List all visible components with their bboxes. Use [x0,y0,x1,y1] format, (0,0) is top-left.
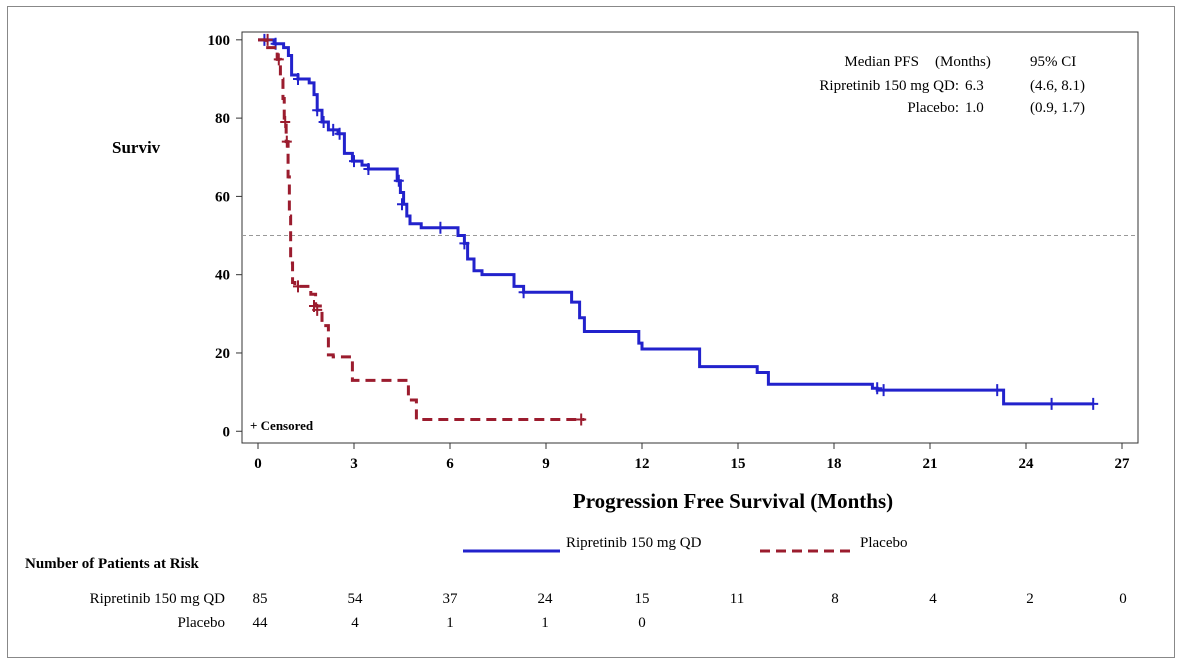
x-tick-label: 3 [350,456,358,472]
legend-label-placebo: Placebo [860,535,907,551]
x-tick-label: 9 [542,456,550,472]
censor-mark-ripretinib [393,174,404,187]
risk-cell: 11 [729,591,745,607]
risk-cell: 1 [541,615,549,631]
stats-row-ci: (0.9, 1.7) [1030,100,1085,116]
risk-cell: 1 [446,615,454,631]
risk-cell: 0 [638,615,646,631]
risk-row-label: Ripretinib 150 mg QD [89,591,225,607]
x-tick-label: 6 [446,456,454,472]
legend-label-ripretinib: Ripretinib 150 mg QD [566,535,702,551]
stats-header-label: Median PFS [844,54,919,70]
censor-mark-ripretinib [293,72,303,85]
x-tick-label: 0 [254,456,262,472]
risk-cell: 2 [1026,591,1034,607]
x-tick-label: 12 [635,456,650,472]
x-tick-label: 21 [923,456,938,472]
risk-cell: 4 [929,591,937,607]
y-tick-label: 40 [215,268,230,284]
x-tick-label: 24 [1019,456,1035,472]
censor-mark-ripretinib [992,384,1003,397]
risk-cell: 44 [252,615,268,631]
risk-cell: 4 [351,615,359,631]
censor-mark-placebo [312,303,323,316]
km-curve-ripretinib [258,38,1094,406]
censor-mark-ripretinib [363,163,374,175]
y-tick-label: 0 [223,424,231,440]
censor-mark-placebo [576,413,587,426]
x-axis-label: Progression Free Survival (Months) [573,489,893,513]
risk-cell: 8 [831,591,839,607]
plot-area [241,31,1139,444]
censor-mark-ripretinib [435,221,446,234]
censor-mark-ripretinib [878,384,889,397]
censor-mark-placebo [293,280,303,293]
risk-cell: 15 [634,591,650,607]
censor-mark-ripretinib [318,116,329,129]
y-tick-label: 20 [215,346,230,362]
risk-cell: 37 [442,591,458,607]
censor-mark-ripretinib [397,198,407,211]
censor-mark-placebo [262,33,273,46]
stats-row-median: 6.3 [965,78,984,94]
risk-row-label: Placebo [177,615,225,631]
y-axis-label: Surviv [112,138,161,157]
figure-frame [7,6,1175,658]
risk-cell: 85 [252,591,268,607]
censor-mark-placebo [273,53,284,66]
censor-mark-ripretinib [518,286,529,299]
censored-legend: + Censored [250,418,314,433]
censor-mark-ripretinib [459,237,470,250]
km-curve-placebo [258,38,585,422]
censor-mark-ripretinib [1088,397,1099,410]
censor-mark-ripretinib [312,104,323,117]
censor-mark-ripretinib [1046,397,1057,410]
stats-row-ci: (4.6, 8.1) [1030,78,1085,94]
risk-cell: 0 [1119,591,1127,607]
y-tick-label: 60 [215,189,230,205]
risk-table-title: Number of Patients at Risk [25,556,199,572]
censor-mark-ripretinib [872,382,883,395]
risk-cell: 54 [347,591,363,607]
stats-header-months: (Months) [935,54,991,70]
stats-header-ci: 95% CI [1030,54,1076,70]
x-tick-label: 18 [827,456,842,472]
censor-mark-ripretinib [334,127,345,140]
censor-mark-ripretinib [328,123,339,136]
censor-mark-placebo [281,135,292,148]
x-tick-label: 27 [1115,456,1131,472]
censor-mark-ripretinib [349,155,359,168]
censor-mark-placebo [280,116,291,129]
risk-cell: 24 [537,591,553,607]
x-tick-label: 15 [731,456,746,472]
stats-row-median: 1.0 [965,100,984,116]
y-tick-label: 80 [215,111,230,127]
stats-row-label: Ripretinib 150 mg QD: [819,78,959,94]
stats-row-label: Placebo: [907,100,959,116]
y-tick-label: 100 [208,33,231,49]
